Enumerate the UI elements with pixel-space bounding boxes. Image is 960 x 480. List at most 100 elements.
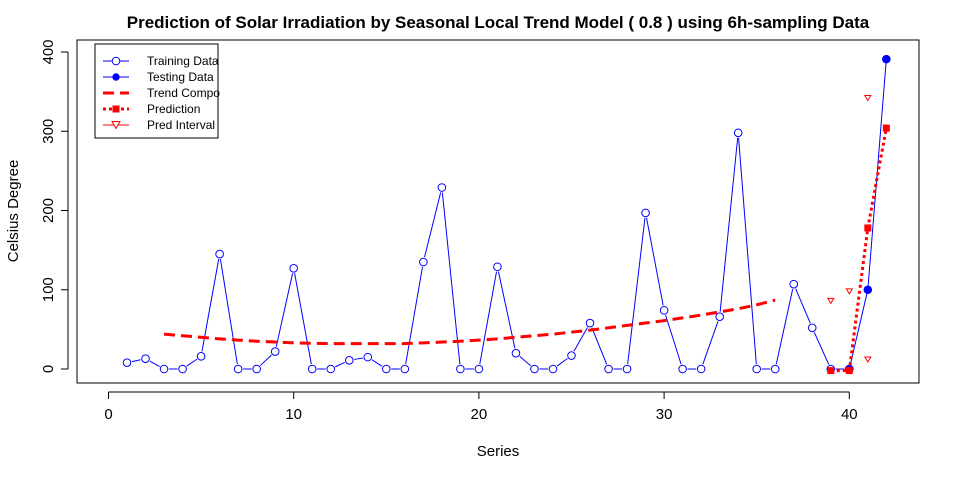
plot-area [122,54,891,375]
training-point [252,364,261,374]
training-line-segment [294,273,312,365]
training-line-segment [371,359,383,367]
training-point [807,323,817,333]
legend-interval-marker [111,121,121,130]
y-tick-label: 300 [40,119,57,144]
training-point [289,264,299,273]
training-point [122,358,132,367]
training-point [622,364,632,374]
training-line-segment [813,332,830,365]
x-axis-label: Series [477,443,520,460]
legend-training-marker [111,56,121,66]
legend-label: Pred Interval [147,118,215,132]
training-line-segment [275,273,294,347]
legend-label: Trend Compo [147,86,220,100]
interval-point [845,288,854,295]
training-point [511,348,521,358]
legend-label: Training Data [147,54,219,68]
testing-point [882,54,891,64]
interval-point [863,356,872,363]
x-tick-label: 20 [471,406,488,423]
training-line-segment [719,137,739,312]
training-line-segment [479,271,498,365]
training-line-segment [556,358,568,367]
training-point [530,364,539,374]
training-point [382,364,391,374]
training-line-segment [519,356,531,367]
training-line-segment [795,288,811,324]
training-point [641,208,650,218]
prediction-point [882,124,890,132]
prediction-point [845,367,853,375]
training-point [678,364,687,374]
legend-label: Testing Data [147,70,214,84]
training-line-segment [354,357,363,360]
training-line-segment [424,192,442,258]
training-point [233,364,243,374]
training-point [178,364,187,374]
training-line-segment [201,258,220,352]
x-tick-label: 10 [285,406,302,423]
training-line-segment [186,358,198,367]
training-point [141,354,150,363]
training-point [567,351,576,360]
x-tick-label: 30 [656,406,673,423]
training-point [770,364,780,374]
training-point [159,364,169,374]
training-point [437,183,447,192]
training-point [696,364,706,374]
legend-testing-marker [112,73,120,81]
y-axis-label: Celsius Degree [5,160,22,263]
testing-point [863,285,873,295]
training-point [344,355,354,365]
training-point [752,364,762,374]
legend: Training Data Testing Data Trend Compo Pred… [94,43,220,139]
training-point [196,352,206,361]
x-tick-label: 0 [104,406,112,423]
interval-point [863,94,872,102]
training-point [604,364,613,374]
training-line-segment [702,321,719,365]
training-point [493,262,502,272]
legend-label: Prediction [147,102,200,116]
prediction-point [827,367,835,375]
chart-title: Prediction of Solar Irradiation by Seaso… [127,13,870,32]
training-point [715,312,724,321]
training-point [400,364,410,374]
training-line-segment [335,361,345,368]
training-point [307,364,317,374]
training-line-segment [738,137,757,365]
training-line-segment [573,327,588,352]
training-line-segment [591,327,608,365]
training-line-segment [149,360,160,368]
y-axis: 0 100 200 300 400 [40,39,69,373]
prediction-point [864,224,872,232]
prediction-line [830,127,888,373]
y-tick-label: 0 [40,365,57,373]
training-point [733,128,743,138]
training-point [789,279,799,289]
training-line-segment [646,217,664,306]
training-line-segment [665,314,682,365]
plot-frame [76,39,920,384]
legend-prediction-marker [112,105,120,113]
training-point [659,306,669,315]
training-point [548,364,558,374]
training-line-segment [441,192,461,365]
training-point [474,364,484,374]
training-line-segment [405,266,423,365]
training-point [270,347,280,356]
trend-line [163,298,776,346]
training-line-segment [497,271,516,349]
training-point [419,257,428,267]
training-point [585,318,595,328]
interval-point [826,297,835,305]
training-point [215,249,224,259]
y-tick-label: 400 [40,39,57,64]
training-line-segment [627,217,646,365]
x-axis: 0 10 20 30 40 [104,391,858,423]
training-point [363,352,373,362]
training-point [326,364,336,374]
y-tick-label: 100 [40,277,57,302]
